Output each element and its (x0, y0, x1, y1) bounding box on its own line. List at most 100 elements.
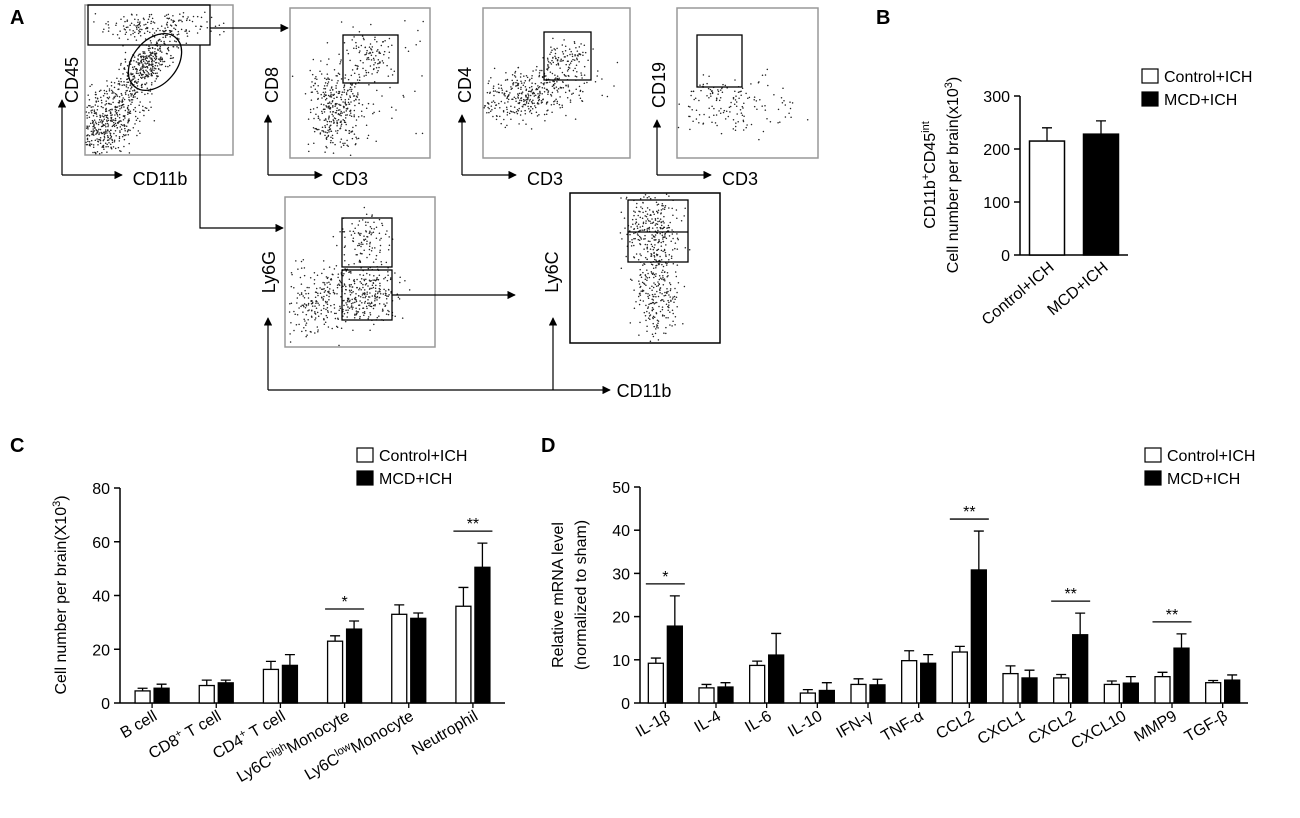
cytometry-dot (163, 42, 165, 44)
cytometry-dot (119, 149, 121, 152)
cytometry-dot (332, 105, 334, 107)
cytometry-dot (503, 92, 506, 95)
cytometry-dot (317, 117, 320, 120)
cytometry-dot (132, 96, 135, 99)
cytometry-dot (381, 308, 384, 311)
cytometry-dot (162, 36, 164, 39)
bar (1173, 647, 1190, 704)
cytometry-dot (139, 101, 141, 103)
cytometry-dot (289, 302, 291, 305)
cytometry-dot (651, 234, 653, 236)
cytometry-dot (319, 70, 321, 73)
cytometry-dot (565, 84, 567, 87)
cytometry-dot (517, 94, 520, 97)
cytometry-dot (145, 69, 147, 71)
cytometry-dot (347, 301, 349, 303)
cytometry-dot (717, 93, 719, 95)
y-tick-label: 40 (612, 523, 630, 540)
cytometry-dot (537, 92, 539, 95)
cytometry-dot (329, 95, 331, 98)
cytometry-dot (563, 56, 566, 58)
cytometry-dot (524, 113, 527, 115)
cytometry-dot (314, 88, 317, 91)
cytometry-dot (365, 295, 367, 297)
cytometry-dot (666, 275, 668, 278)
cytometry-dot (492, 115, 494, 118)
cytometry-dot (98, 138, 100, 141)
cytometry-dot (111, 120, 113, 123)
cytometry-dot (652, 299, 655, 301)
cytometry-dot (359, 300, 361, 302)
cytometry-dot (103, 28, 105, 30)
cytometry-dot (306, 286, 308, 289)
cytometry-dot (335, 109, 338, 112)
cytometry-dot (650, 271, 653, 273)
cytometry-dot (140, 60, 142, 62)
cytometry-dot (192, 15, 195, 18)
error-bar (156, 683, 167, 689)
cytometry-dot (520, 99, 523, 102)
cytometry-dot (322, 91, 325, 94)
cytometry-dot (557, 63, 560, 65)
cytometry-dot (567, 66, 570, 69)
cytometry-dot (361, 252, 363, 255)
cytometry-dot (327, 291, 329, 293)
cytometry-dot (119, 126, 122, 128)
cytometry-dot (414, 90, 416, 93)
cytometry-dot (571, 55, 574, 58)
cytometry-dot (133, 89, 136, 92)
cytometry-dot (301, 304, 303, 306)
cytometry-dot (323, 119, 326, 122)
cytometry-dot (352, 291, 354, 293)
cytometry-dot (160, 40, 162, 42)
cytometry-dot (106, 143, 108, 146)
cytometry-dot (654, 239, 656, 241)
cytometry-dot (339, 305, 341, 308)
cytometry-dot (769, 120, 772, 123)
cytometry-dot (743, 115, 745, 117)
cytometry-dot (309, 277, 312, 279)
cytometry-dot (356, 286, 358, 289)
cytometry-dot (300, 293, 303, 295)
cytometry-dot (652, 267, 655, 270)
cytometry-dot (721, 91, 724, 94)
cytometry-dot (169, 35, 171, 38)
cytometry-dot (529, 109, 532, 112)
cytometry-dot (139, 28, 141, 30)
cytometry-dot (326, 63, 328, 66)
cytometry-dot (366, 240, 368, 242)
cytometry-dot (340, 21, 343, 23)
cytometry-dot (87, 128, 89, 130)
cytometry-dot (326, 147, 328, 149)
cytometry-dot (374, 287, 377, 290)
cytometry-dot (314, 310, 316, 313)
cytometry-dot (186, 18, 188, 20)
cytometry-dot (594, 80, 597, 83)
cytometry-dot (639, 230, 641, 232)
cytometry-dot (633, 244, 635, 247)
cytometry-dot (574, 54, 576, 57)
cytometry-dot (742, 129, 745, 131)
cytometry-dot (317, 315, 320, 317)
error-bar (821, 682, 832, 691)
cytometry-dot (495, 114, 498, 117)
cytometry-dot (545, 103, 548, 105)
cytometry-dot (658, 220, 661, 222)
cytometry-dot (755, 100, 758, 102)
cytometry-dot (147, 18, 150, 20)
cytometry-dot (654, 293, 656, 296)
cytometry-dot (164, 29, 167, 32)
cytometry-dot (621, 238, 623, 240)
cytometry-dot (310, 99, 313, 101)
cytometry-dot (377, 59, 380, 61)
cytometry-dot (366, 307, 368, 310)
cytometry-dot (347, 52, 350, 55)
cytometry-dot (382, 62, 385, 64)
cytometry-dot (527, 94, 530, 96)
cytometry-dot (176, 45, 178, 48)
cytometry-dot (547, 93, 549, 95)
cytometry-dot (151, 67, 154, 69)
cytometry-dot (773, 94, 775, 96)
cytometry-dot (328, 107, 330, 109)
cytometry-dot (139, 55, 142, 58)
